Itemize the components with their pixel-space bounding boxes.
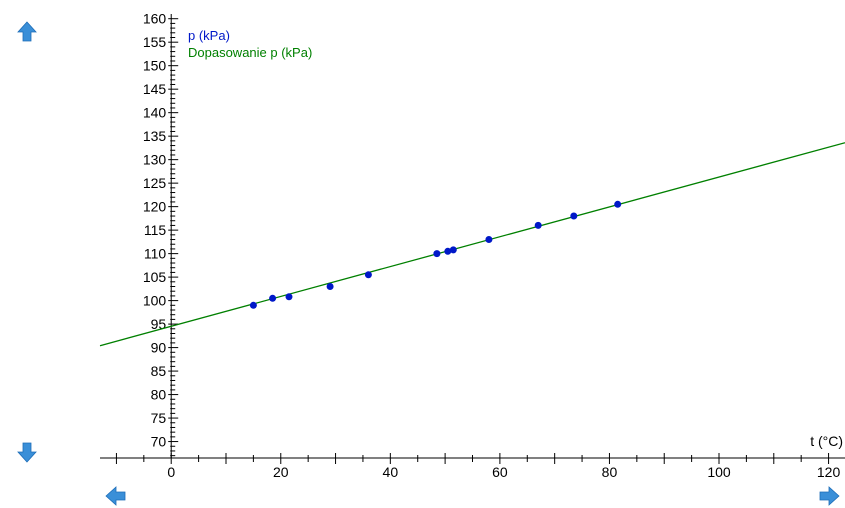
data-points-layer [249,200,622,309]
data-point [285,293,293,301]
y-tick-label: 85 [151,363,167,379]
x-axis-label: t (°C) [810,433,843,449]
y-tick-label: 100 [143,293,167,309]
data-point [249,301,257,309]
y-tick-label: 135 [143,128,167,144]
y-tick-label: 110 [144,246,167,262]
legend-entry-measurements: p (kPa) [188,28,230,43]
data-point [614,200,622,208]
y-tick-label: 75 [151,410,167,426]
y-tick-label: 115 [144,222,167,238]
y-tick-label: 105 [143,269,167,285]
data-point [570,212,578,220]
fit-line-layer [99,142,845,347]
x-tick-label: 20 [273,464,289,480]
y-tick-label: 70 [151,434,167,450]
data-point [269,294,277,302]
x-axis-ticks: 0 20 40 60 80 100 120 [115,453,841,480]
x-tick-label: 0 [167,464,175,480]
data-point [449,246,457,254]
x-tick-label: 120 [817,464,841,480]
data-point [433,250,441,258]
y-tick-label: 125 [143,175,167,191]
x-tick-label: 100 [707,464,731,480]
data-point [326,283,334,290]
arrow-right-icon[interactable] [819,486,840,506]
y-tick-label: 155 [143,34,167,50]
x-tick-label: 40 [383,464,399,480]
y-axis-ticks: 7075808590951001051101151201251301351401… [143,11,179,457]
legend-entry-fit: Dopasowanie p (kPa) [188,45,312,60]
y-tick-label: 145 [143,81,167,97]
y-tick-label: 80 [151,387,167,403]
x-tick-label: 60 [492,464,508,480]
y-tick-label: 160 [143,11,167,27]
data-point [444,247,452,255]
arrow-up-icon[interactable] [17,21,37,42]
arrow-left-icon[interactable] [105,486,126,506]
y-tick-label: 130 [143,152,167,168]
arrow-down-icon[interactable] [17,442,37,463]
legend: p (kPa) Dopasowanie p (kPa) [188,28,312,60]
y-tick-label: 90 [151,340,167,356]
axes [100,14,845,459]
data-point [364,271,372,279]
y-tick-label: 140 [143,105,167,121]
data-point [534,221,542,229]
fit-line [99,142,845,347]
data-point [485,236,493,243]
y-tick-label: 120 [143,199,167,215]
y-tick-label: 150 [143,58,167,74]
x-tick-label: 80 [602,464,618,480]
